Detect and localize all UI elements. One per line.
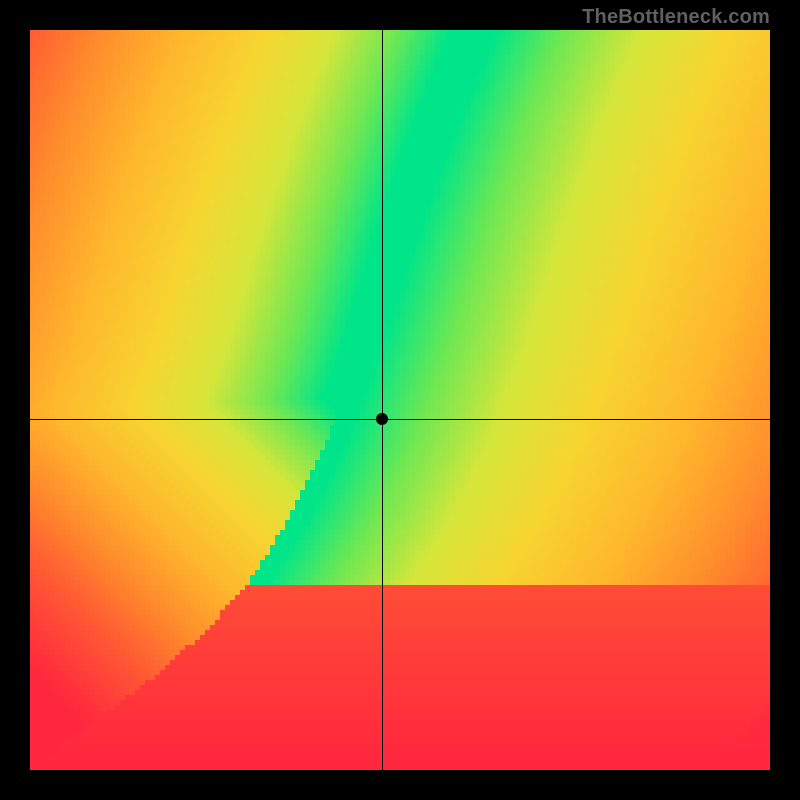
bottleneck-heatmap [30,30,770,770]
crosshair-vertical [382,30,383,770]
crosshair-horizontal [30,419,770,420]
crosshair-marker [376,413,388,425]
attribution-text: TheBottleneck.com [582,6,770,29]
chart-container: TheBottleneck.com [0,0,800,800]
plot-area [30,30,770,770]
